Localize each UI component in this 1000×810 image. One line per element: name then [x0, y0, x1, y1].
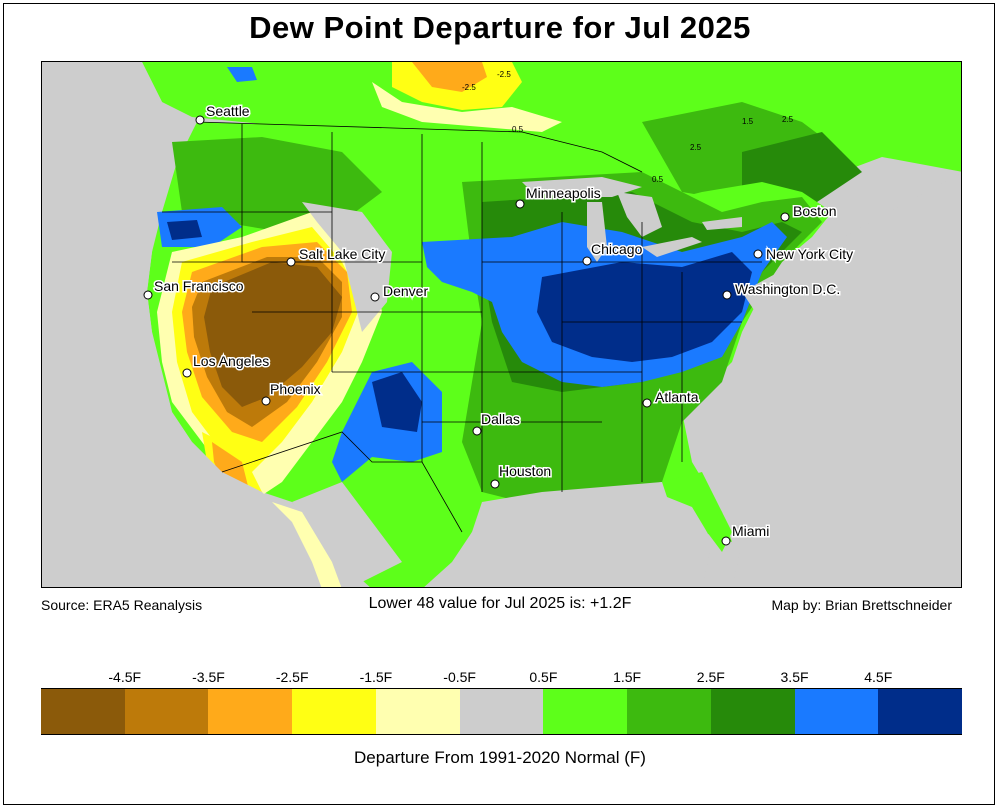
- blue-deep-central: [537, 252, 752, 362]
- city-dot: [195, 115, 205, 125]
- lake-ontario: [702, 217, 742, 230]
- map-title: Dew Point Departure for Jul 2025: [249, 10, 751, 45]
- lake-michigan: [587, 202, 607, 262]
- city-dot: [143, 290, 153, 300]
- atlantic: [712, 173, 961, 587]
- lake-superior: [522, 177, 642, 197]
- lower48-value: Lower 48 value for Jul 2025 is: +1.2F: [368, 595, 632, 612]
- color-bar-swatch: [124, 689, 209, 734]
- city-dot: [286, 257, 296, 267]
- color-bar-swatch: [292, 689, 376, 734]
- color-bar-swatch: [543, 689, 628, 734]
- source-text: Source: ERA5 Reanalysis: [41, 597, 203, 613]
- color-bar-swatch: [794, 689, 879, 734]
- grey-rockies: [302, 202, 392, 332]
- pacific: [42, 62, 322, 587]
- color-bar-swatch: [208, 689, 293, 734]
- map-panel: -2.5 -2.5 0.5 2.5 1.5 0.5 2.5 Seattle Min…: [41, 61, 962, 588]
- legend-tick-label: 2.5F: [696, 669, 725, 685]
- legend-tick-label: 1.5F: [613, 669, 642, 685]
- color-bar-swatch: [41, 689, 125, 734]
- city-label: Houston: [499, 463, 551, 479]
- city-dot: [472, 426, 482, 436]
- city-dot: [515, 199, 525, 209]
- city-dot: [721, 536, 731, 546]
- legend-tick-label: 4.5F: [864, 669, 893, 685]
- city-label: Washington D.C.: [735, 281, 840, 297]
- florida: [662, 472, 732, 552]
- city-label: Dallas: [481, 411, 520, 427]
- blue-deep-nw: [167, 220, 202, 240]
- lake-huron: [617, 192, 662, 237]
- city-label: Los Angeles: [193, 353, 269, 369]
- city-label: Denver: [383, 283, 428, 299]
- contour-labels: -2.5 -2.5 0.5 2.5 1.5 0.5 2.5: [462, 70, 794, 184]
- city-label: Boston: [793, 203, 837, 219]
- grey-mexico: [292, 482, 402, 582]
- contour-label: 2.5: [690, 143, 702, 152]
- city-dot: [753, 249, 763, 259]
- city-dot: [261, 396, 271, 406]
- city-label: Chicago: [591, 241, 643, 257]
- color-bar-swatch: [627, 689, 711, 734]
- map-svg: -2.5 -2.5 0.5 2.5 1.5 0.5 2.5 Seattle Min…: [42, 62, 961, 587]
- city-dot: [642, 398, 652, 408]
- legend-tick-label: -0.5F: [443, 669, 476, 685]
- legend-tick-label: -3.5F: [192, 669, 225, 685]
- canada-blue: [227, 67, 257, 82]
- city-label: Atlanta: [655, 389, 699, 405]
- city-dot: [582, 256, 592, 266]
- city-dot: [370, 292, 380, 302]
- city-label: Minneapolis: [526, 185, 601, 201]
- contour-label: 0.5: [652, 175, 664, 184]
- contour-label: 1.5: [742, 117, 754, 126]
- lake-erie: [642, 237, 702, 257]
- city-label: Phoenix: [270, 381, 321, 397]
- canada-orange: [412, 62, 487, 92]
- city-label: New York City: [766, 246, 853, 262]
- city-dot: [780, 212, 790, 222]
- color-bar-swatch: [459, 689, 544, 734]
- contour-label: 0.5: [512, 125, 524, 134]
- city-dot: [722, 290, 732, 300]
- canada-pale: [372, 82, 562, 132]
- legend-tick-label: 3.5F: [780, 669, 809, 685]
- color-bar-swatch: [878, 689, 963, 734]
- color-bar: [41, 688, 963, 735]
- city-label: Miami: [732, 523, 769, 539]
- legend-tick-label: -2.5F: [275, 669, 309, 685]
- blue-deep-texas: [372, 372, 422, 432]
- legend-tick-label: 0.5F: [529, 669, 558, 685]
- west-dark-brown: [204, 262, 342, 407]
- city-dot: [490, 479, 500, 489]
- credit-text: Map by: Brian Brettschneider: [771, 597, 952, 613]
- city-markers: Seattle Minneapolis Boston Salt Lake City Ch…: [143, 102, 855, 546]
- city-label: Salt Lake City: [299, 246, 385, 262]
- contour-label: -2.5: [497, 70, 511, 79]
- city-label: San Francisco: [154, 278, 244, 294]
- gulf-of-mexico: [424, 482, 712, 587]
- city-label: Seattle: [206, 103, 250, 119]
- contour-label: -2.5: [462, 83, 476, 92]
- state-borders: [162, 121, 762, 533]
- city-dot: [182, 368, 192, 378]
- color-bar-label: Departure From 1991-2020 Normal (F): [354, 748, 646, 767]
- contour-label: 2.5: [782, 115, 794, 124]
- color-bar-swatch: [375, 689, 460, 734]
- legend-tick-label: -4.5F: [108, 669, 142, 685]
- color-bar-swatch: [710, 689, 795, 734]
- legend-tick-label: -1.5F: [359, 669, 393, 685]
- figure-frame: [3, 3, 995, 805]
